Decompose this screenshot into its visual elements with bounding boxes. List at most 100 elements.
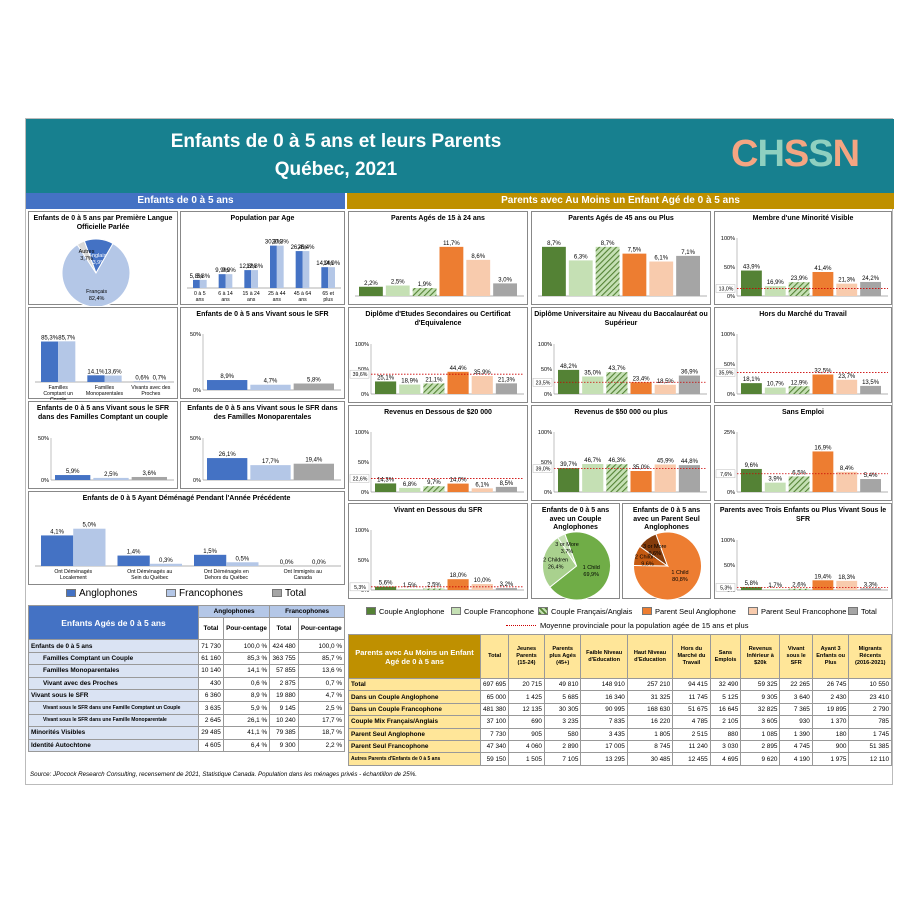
bar — [399, 384, 421, 394]
table-cell: 94 415 — [672, 677, 711, 692]
table-cell: 3 635 — [198, 701, 224, 715]
table-row: Dans un Couple Francophone 481 380 12 135 3… — [348, 702, 892, 717]
average-label: 39,6% — [353, 372, 368, 378]
panel-bac: 100% 50% 0% 48,2% 35,0% 43,7% 23,4% 18,5% 36,9% 2… — [531, 307, 711, 403]
data-label: 7,5% — [628, 248, 642, 254]
slice-value: 69,9% — [583, 572, 599, 578]
panel-minorite: 100% 50% 0% 43,9% 16,9% 23,9% 41,4% 21,3% 24,2% 1… — [714, 211, 892, 305]
data-label: 30,3% — [265, 240, 283, 246]
pie-slice — [639, 533, 669, 568]
table-col-header: Hors du Marché du Travail — [672, 634, 711, 679]
chart-p45: 8,7% 6,3% 8,7% 7,5% 6,1% 7,1% — [538, 241, 707, 297]
data-label: 35,0% — [584, 371, 602, 377]
bar — [423, 486, 445, 492]
table-cell: 905 — [508, 727, 545, 741]
data-label: 4,1% — [50, 529, 64, 535]
legend-anglophones-label: Anglophones — [79, 588, 138, 599]
page-title: Enfants de 0 à 5 ans et leurs Parents — [170, 131, 502, 152]
y-tick-label: 100% — [538, 430, 552, 436]
bar — [87, 375, 105, 382]
table-cell: 8 745 — [626, 739, 674, 754]
bar — [836, 283, 858, 296]
data-label: 0,3% — [159, 558, 173, 564]
data-label: 21,3% — [498, 377, 516, 383]
panel-hors: 100% 50% 0% 18,1% 10,7% 12,9% 32,5% 23,7% 13,5% 3… — [714, 307, 892, 403]
table-col-header: Jeunes Parents (15-24) — [508, 634, 545, 679]
table-cell: Minorités Visibles — [28, 726, 199, 740]
legend-label: Total — [861, 607, 877, 616]
data-label: 2,6% — [792, 583, 806, 589]
chart-sfr: 50% 0% 8,9% 4,7% 5,8% — [190, 332, 341, 394]
legend-item: Total — [848, 607, 877, 616]
table-cell: 2 890 — [543, 739, 582, 754]
legend-total-label: Total — [285, 588, 307, 599]
data-label: 5,8% — [196, 274, 210, 280]
slice-label: 3 or More — [555, 542, 579, 548]
table-cell: 4 060 — [508, 739, 545, 754]
table-cell: 26,1 % — [222, 713, 271, 728]
bar — [270, 245, 277, 288]
bar — [678, 465, 700, 492]
x-tick-label: Ont Immigrés au Canada — [284, 569, 322, 581]
avg-note-text: Moyenne provinciale pour la population a… — [540, 621, 749, 630]
data-label: 44,4% — [450, 366, 468, 372]
data-label: 25,1% — [377, 375, 395, 381]
data-label: 14,9% — [323, 261, 341, 267]
table-cell: 697 695 — [479, 677, 510, 692]
x-tick-label: Ont Déménagés Localement — [54, 569, 92, 581]
data-label: 24,2% — [862, 276, 880, 282]
source-note: Source: JPocock Research Consulting, rec… — [30, 771, 417, 778]
legend-label: Parent Seul Anglophone — [655, 607, 736, 616]
bar — [149, 563, 182, 566]
data-label: 2,2% — [364, 281, 378, 287]
data-label: 18,3% — [838, 575, 856, 581]
chart-title: Enfants de 0 à 5 ans Vivant sous le SFR … — [187, 405, 338, 421]
slice-value: 9,6% — [648, 551, 661, 557]
slice-label: 2 Children — [635, 554, 660, 560]
chart-rev50: 100% 50% 0% 39,7% 46,7% 46,3% 35,0% 45,9% 44,8% 3… — [532, 430, 707, 496]
table-cell: 7 365 — [779, 702, 813, 717]
table-cell: 20 715 — [508, 677, 545, 692]
chart-title: Sans Emploi — [781, 409, 824, 416]
bar — [423, 588, 445, 590]
y-tick-label: 50% — [541, 367, 552, 373]
table-cell: 79 385 — [269, 726, 299, 740]
table-row: Parent Seul Anglophone 7 730 905 580 3 435 1 … — [348, 727, 892, 741]
chart-title: Parents avec Trois Enfants ou Plus Vivan… — [719, 507, 887, 523]
title-banner: Enfants de 0 à 5 ans et leurs Parents Qu… — [26, 119, 894, 193]
chart-title: Enfants de 0 à 5 Ayant Déménagé Pendant … — [82, 495, 291, 502]
average-label: 35,9% — [719, 370, 734, 376]
children-table: Enfants Agés de 0 à 5 ans Anglophones Fran… — [28, 604, 346, 752]
table-cell: 32 825 — [740, 702, 781, 717]
table-cell: Total — [348, 677, 481, 692]
table-cell: 5 685 — [543, 690, 582, 704]
y-tick-label: 100% — [538, 342, 552, 348]
table-cell: 10 140 — [198, 664, 224, 678]
table-cell: 8,9 % — [222, 688, 271, 703]
chart-title: Enfants de 0 à 5 ans avec un Parent Seul… — [632, 507, 701, 531]
data-label: 14,1% — [87, 369, 105, 375]
table-cell: 9 145 — [269, 701, 299, 715]
table-cell: 51 675 — [672, 702, 711, 717]
data-label: 9,7% — [427, 480, 441, 486]
data-label: 44,8% — [681, 459, 699, 465]
y-tick-label: 0% — [727, 294, 735, 300]
chart-dec: 100%50%0%25,1%18,9%21,1%44,4%35,9%21,3%3… — [349, 342, 524, 398]
data-label: 5,6% — [379, 581, 393, 587]
y-tick-label: 0% — [727, 392, 735, 398]
panel-p45: 8,7% 6,3% 8,7% 7,5% 6,1% 7,1% Parents Agés de … — [531, 211, 711, 305]
data-label: 8,7% — [601, 241, 615, 247]
y-tick-label: 50% — [190, 332, 201, 338]
pie-slice — [61, 242, 131, 306]
chart-sansemploi: 25% 0% 9,6% 3,9% 6,5% 16,9% 8,4% 5,4% 7,6% — [715, 430, 888, 496]
bar — [93, 477, 129, 480]
table-cell: 47 340 — [479, 739, 510, 754]
data-label: 10,7% — [767, 382, 785, 388]
bar — [375, 586, 397, 590]
table-col-header: Ayant 3 Enfants ou Plus — [811, 634, 850, 679]
slice-label: Français — [86, 289, 107, 295]
table-cell: Dans un Couple Francophone — [348, 702, 481, 717]
table-col-header: Haut Niveau d'Education — [626, 634, 674, 679]
bar — [321, 267, 329, 288]
bar — [293, 463, 334, 480]
